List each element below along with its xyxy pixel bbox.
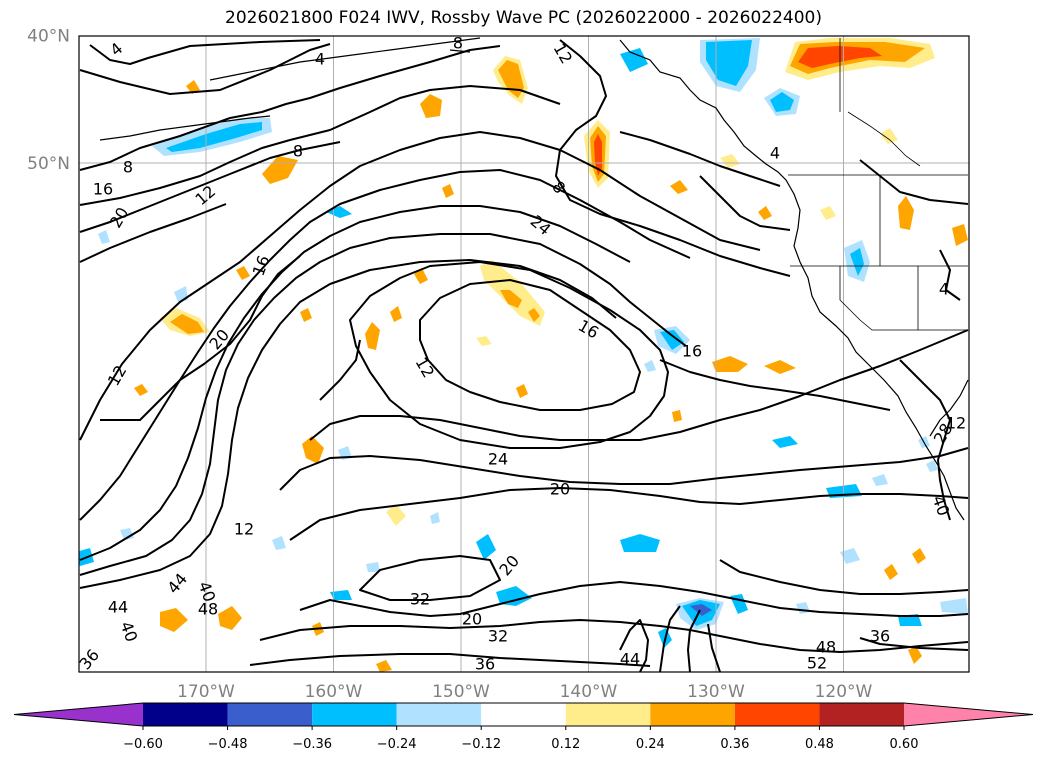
contour-label: 32 [488,627,508,646]
contour-label: 8 [453,34,463,53]
lon-tick-label: 140°W [560,682,618,702]
iwv-contours [79,39,969,672]
coastlines [99,37,969,521]
lon-tick-label: 160°W [305,682,363,702]
contour-label: 48 [816,638,836,657]
contour-label: 16 [93,180,113,199]
political-borders [788,38,968,331]
contour-label: 44 [620,650,640,669]
map-border [78,35,970,673]
contour-label: 24 [488,450,508,469]
latitude-labels: 50°N40°N30°N20°N [27,27,70,175]
contour-label: 52 [807,654,827,673]
contour-label: 20 [550,480,570,499]
lat-tick-label: 40°N [27,27,70,47]
colorbar-label: −0.12 [461,737,501,752]
colorbar-label: −0.24 [377,737,417,752]
colorbar-swatch [396,703,482,726]
colorbar-swatch [227,703,313,726]
contour-label: 36 [475,655,495,674]
contour-labels: 4 48 1288162012162484416121612202420201244… [75,34,966,674]
colorbar-label: 0.24 [636,737,665,752]
contour-label: 16 [682,342,702,361]
colorbar-label: −0.36 [292,737,332,752]
longitude-labels: 170°W 160°W 150°W 140°W 130°W 120°W [177,682,872,702]
contour-label: 36 [870,627,890,646]
colorbar-extend-high [904,703,1033,726]
colorbar-swatch [565,703,651,726]
colorbar-label: −0.48 [208,737,248,752]
contour-label: 48 [198,600,218,619]
contour-label: 32 [410,590,430,609]
colorbar-swatch [312,703,397,726]
colorbar-label: 0.12 [551,737,580,752]
contour-label: 12 [234,520,254,539]
lon-tick-label: 130°W [687,682,745,702]
contour-label: 8 [123,158,133,177]
contour-label: 44 [108,598,128,617]
lon-tick-label: 150°W [432,682,490,702]
contour-label: 20 [462,610,482,629]
colorbar: −0.60 −0.48 −0.36 −0.24 −0.12 0.12 0.24 0.36 0.4… [13,702,1034,752]
contour-label: 4 [315,50,325,69]
lon-tick-label: 170°W [177,682,235,702]
colorbar-label: 0.60 [890,737,919,752]
colorbar-swatch [481,703,566,726]
contour-label: 4 [939,280,949,299]
lon-tick-label: 120°W [815,682,873,702]
colorbar-extend-low [14,703,143,726]
contour-label: 12 [946,414,966,433]
colorbar-swatch [143,703,228,726]
colorbar-label: 0.48 [805,737,834,752]
colorbar-label: −0.60 [123,737,163,752]
colorbar-label: 0.36 [720,737,749,752]
contour-label: 8 [293,142,303,161]
map-title: 2026021800 F024 IWV, Rossby Wave PC (202… [225,8,822,28]
colorbar-swatch [819,703,904,726]
contour-label: 4 [770,144,780,163]
colorbar-swatch [650,703,735,726]
lat-tick-label: 50°N [27,154,70,174]
colorbar-swatch [734,703,820,726]
